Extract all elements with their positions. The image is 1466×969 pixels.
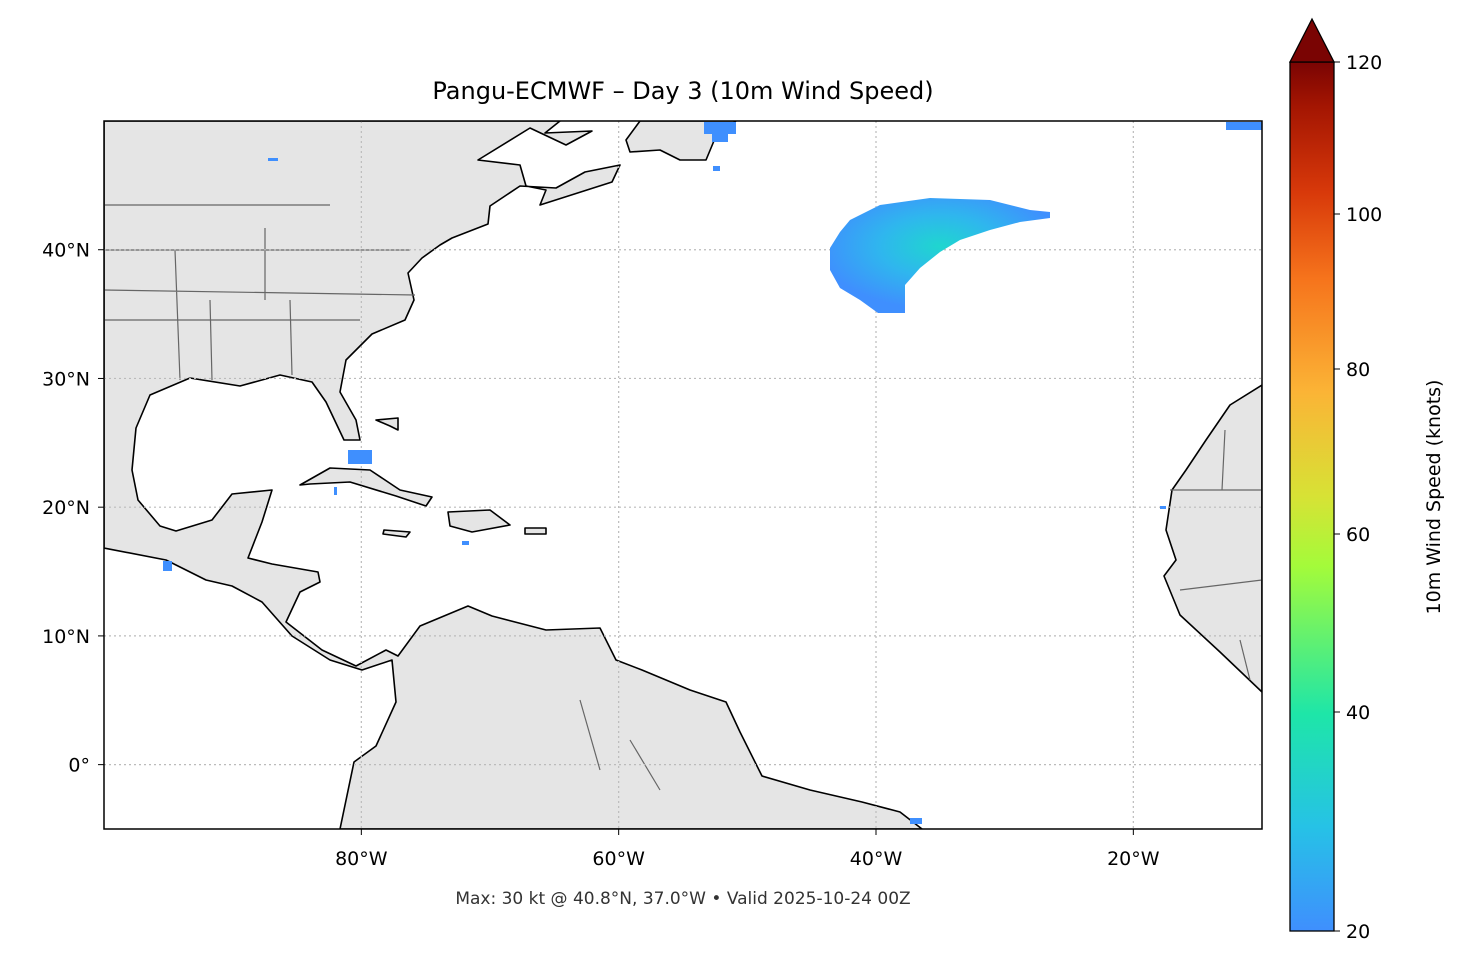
- footer-info: Max: 30 kt @ 40.8°N, 37.0°W • Valid 2025…: [455, 889, 910, 909]
- americas-landmass: [104, 121, 923, 829]
- bahamas: [375, 417, 399, 431]
- colorbar-tick-label: 120: [1346, 52, 1382, 74]
- colorbar-extend-arrow: [1288, 17, 1336, 63]
- hispaniola: [447, 509, 511, 533]
- colorbar-tick-label: 40: [1346, 702, 1370, 724]
- colorbar-tick-label: 80: [1346, 359, 1370, 381]
- gridlines: [104, 121, 1262, 829]
- map-area: [104, 121, 1262, 829]
- colorbar-gradient: [1289, 61, 1335, 932]
- map-frame: [103, 120, 1263, 830]
- lat-tick-label: 20°N: [42, 497, 90, 519]
- wind-swath-max: [830, 198, 1050, 313]
- jamaica: [382, 529, 411, 538]
- colorbar-tick-label: 60: [1346, 524, 1370, 546]
- africa-landmass: [1163, 384, 1262, 693]
- lat-tick-label: 30°N: [42, 368, 90, 390]
- colorbar-tick-label: 20: [1346, 921, 1370, 943]
- colorbar-tick-label: 100: [1346, 204, 1382, 226]
- puerto-rico: [524, 527, 547, 535]
- lon-tick-label: 60°W: [592, 848, 645, 870]
- lon-tick-label: 80°W: [335, 848, 388, 870]
- lon-tick-label: 40°W: [850, 848, 903, 870]
- wind-spots: [163, 122, 1262, 824]
- lon-tick-label: 20°W: [1107, 848, 1160, 870]
- cuba: [299, 467, 433, 507]
- colorbar-label: 10m Wind Speed (knots): [1423, 380, 1445, 615]
- lat-tick-label: 10°N: [42, 626, 90, 648]
- colorbar: 20 40 60 80 100 120 10m Wind Speed (knots): [1288, 17, 1445, 943]
- lat-tick-label: 0°: [68, 755, 90, 777]
- figure-title: Pangu-ECMWF – Day 3 (10m Wind Speed): [432, 77, 933, 105]
- lat-tick-label: 40°N: [42, 240, 90, 262]
